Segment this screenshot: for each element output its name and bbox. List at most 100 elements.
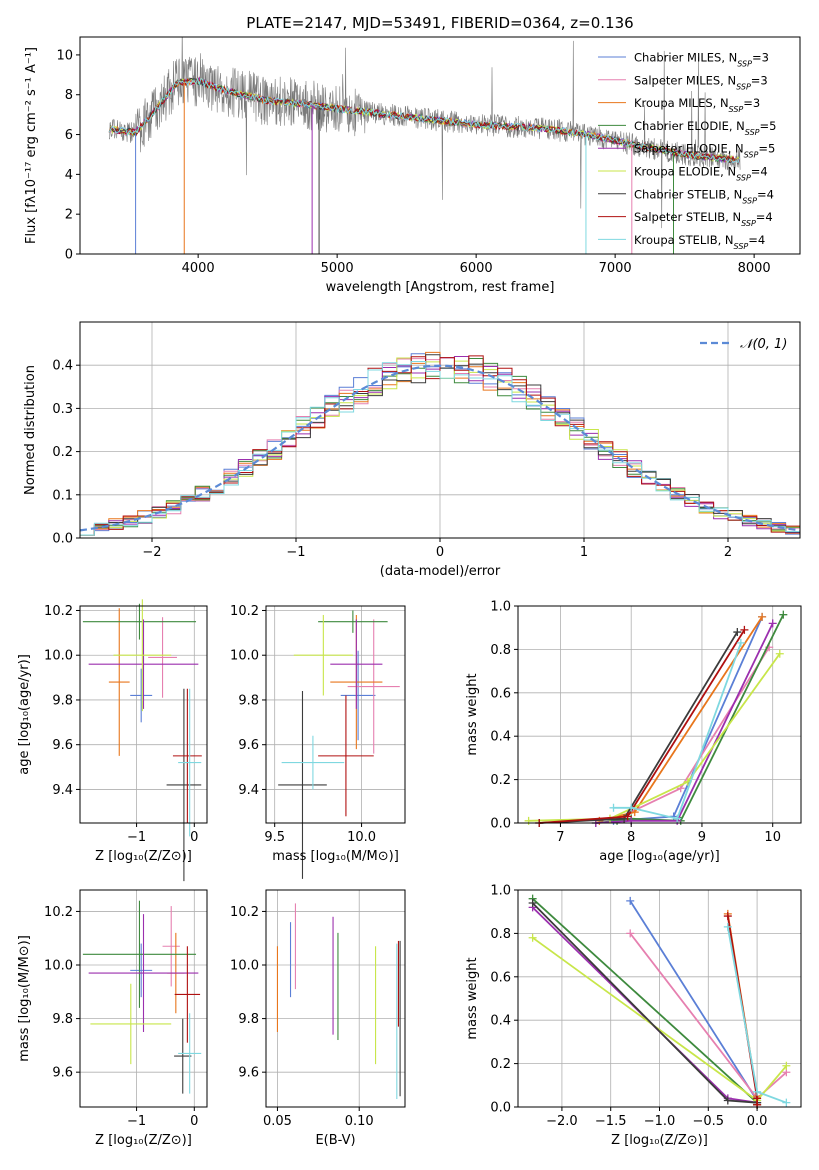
x-tick-label: −0.5 bbox=[693, 1114, 725, 1129]
y-tick-label: 0.2 bbox=[52, 445, 73, 460]
mass_vs_Z-xlabel: Z [log₁₀(Z/Z⊙)] bbox=[95, 1133, 192, 1148]
x-tick-label: 5000 bbox=[321, 261, 354, 276]
mass-weight-point bbox=[779, 610, 788, 619]
mass-weight-point bbox=[775, 649, 784, 658]
x-tick-label: 10 bbox=[764, 830, 781, 845]
x-tick-label: −1 bbox=[127, 1114, 146, 1129]
y-tick-label: 0.8 bbox=[490, 927, 511, 942]
y-tick-label: 0.4 bbox=[490, 730, 511, 745]
x-tick-label: 4000 bbox=[182, 261, 215, 276]
legend-entry: Salpeter ELODIE, NSSP=5 bbox=[634, 142, 775, 160]
y-tick-label: 4 bbox=[65, 168, 73, 183]
mass-weight-point bbox=[623, 812, 632, 821]
y-tick-label: 10.2 bbox=[230, 604, 259, 619]
y-tick-label: 0.4 bbox=[52, 359, 73, 374]
mass-weight-point bbox=[627, 803, 636, 812]
mass-weight-line bbox=[539, 631, 739, 824]
y-tick-label: 10.2 bbox=[230, 905, 259, 920]
x-tick-label: 8 bbox=[627, 830, 635, 845]
x-tick-label: 7000 bbox=[599, 261, 632, 276]
legend-entry: 𝒩(0, 1) bbox=[740, 337, 787, 352]
mass_vs_Z-ylabel: mass [log₁₀(M/M⊙)] bbox=[17, 935, 32, 1062]
x-tick-label: 10.0 bbox=[347, 830, 376, 845]
y-tick-label: 9.6 bbox=[52, 738, 73, 753]
y-tick-label: 0 bbox=[65, 248, 73, 263]
y-tick-label: 9.8 bbox=[52, 693, 73, 708]
spectrum-frame bbox=[79, 36, 801, 255]
residuals-ylabel: Normed distribution bbox=[23, 365, 38, 495]
figure-title: PLATE=2147, MJD=53491, FIBERID=0364, z=0… bbox=[246, 14, 633, 32]
mass-weight-line bbox=[613, 642, 742, 820]
y-tick-label: 0.0 bbox=[490, 817, 511, 832]
histogram-series bbox=[80, 361, 800, 536]
x-tick-label: −2 bbox=[142, 545, 161, 560]
mass-weight-line bbox=[531, 898, 758, 1105]
x-tick-label: 0.10 bbox=[345, 1114, 374, 1129]
spectrum-ylabel: Flux [fλ10⁻¹⁷ erg cm⁻² s⁻¹ A⁻¹] bbox=[24, 47, 39, 244]
x-tick-label: 8000 bbox=[738, 261, 771, 276]
y-tick-label: 10.0 bbox=[44, 649, 73, 664]
mass-weight-point bbox=[768, 619, 777, 628]
mw_vs_Z-axes bbox=[518, 889, 801, 1108]
spectrum-model-line bbox=[108, 76, 741, 164]
legend-entry: Kroupa MILES, NSSP=3 bbox=[634, 96, 760, 114]
x-tick-label: −1.5 bbox=[595, 1114, 627, 1129]
y-tick-label: 6 bbox=[65, 128, 73, 143]
age_vs_Z-ylabel: age [log₁₀(age/yr)] bbox=[17, 654, 32, 775]
y-tick-label: 10.0 bbox=[230, 959, 259, 974]
mass-weight-point bbox=[609, 803, 618, 812]
residuals-xlabel: (data-model)/error bbox=[380, 564, 501, 579]
x-tick-label: 6000 bbox=[460, 261, 493, 276]
x-tick-label: −1 bbox=[286, 545, 305, 560]
x-tick-label: 2 bbox=[724, 545, 732, 560]
mass-weight-point bbox=[782, 1098, 791, 1107]
y-tick-label: 1.0 bbox=[490, 600, 511, 615]
y-tick-label: 0.2 bbox=[490, 773, 511, 788]
y-tick-label: 0.1 bbox=[52, 488, 73, 503]
mass-weight-point bbox=[723, 1096, 732, 1105]
mass_vs_ebv-frame bbox=[265, 889, 406, 1108]
mass-weight-point bbox=[753, 1087, 762, 1096]
mw_vs_age-xlabel: age [log₁₀(age/yr)] bbox=[599, 849, 720, 864]
mass-weight-point bbox=[528, 899, 537, 908]
y-tick-label: 0.6 bbox=[490, 686, 511, 701]
y-tick-label: 0.3 bbox=[52, 402, 73, 417]
y-tick-label: 10.2 bbox=[44, 905, 73, 920]
x-tick-label: −1.0 bbox=[644, 1114, 676, 1129]
mass-weight-point bbox=[528, 933, 537, 942]
mass-weight-point bbox=[673, 814, 682, 823]
mw_vs_Z-ylabel: mass weight bbox=[465, 957, 480, 1039]
legend-entry: Chabrier STELIB, NSSP=4 bbox=[634, 187, 774, 205]
mw_vs_Z-xlabel: Z [log₁₀(Z/Z⊙)] bbox=[611, 1133, 708, 1148]
mass-weight-point bbox=[524, 816, 533, 825]
y-tick-label: 9.4 bbox=[238, 783, 259, 798]
mass-weight-line bbox=[528, 653, 781, 822]
mass-weight-point bbox=[758, 612, 767, 621]
x-tick-label: 0 bbox=[190, 1114, 198, 1129]
y-tick-label: 0.6 bbox=[490, 970, 511, 985]
mass-weight-point bbox=[626, 929, 635, 938]
y-tick-label: 0.4 bbox=[490, 1014, 511, 1029]
y-tick-label: 9.8 bbox=[238, 693, 259, 708]
age_vs_Z-xlabel: Z [log₁₀(Z/Z⊙)] bbox=[95, 849, 192, 864]
mass_vs_ebv-axes bbox=[266, 890, 405, 1107]
mass-weight-point bbox=[733, 628, 742, 637]
mass-weight-point bbox=[626, 896, 635, 905]
y-tick-label: 10.0 bbox=[44, 959, 73, 974]
mass-weight-point bbox=[782, 1061, 791, 1070]
mass_vs_Z-frame bbox=[79, 889, 208, 1108]
y-tick-label: 0.0 bbox=[52, 532, 73, 547]
y-tick-label: 0.2 bbox=[490, 1057, 511, 1072]
y-tick-label: 0.0 bbox=[490, 1101, 511, 1116]
mw_vs_age-axes bbox=[518, 605, 801, 824]
x-tick-label: 9.5 bbox=[264, 830, 285, 845]
x-tick-label: 9 bbox=[698, 830, 706, 845]
legend-entry: Chabrier ELODIE, NSSP=5 bbox=[634, 119, 776, 137]
y-tick-label: 0.8 bbox=[490, 643, 511, 658]
age_vs_mass-xlabel: mass [log₁₀(M/M⊙)] bbox=[272, 849, 399, 864]
mass-weight-point bbox=[736, 638, 745, 647]
legend-entry: Kroupa ELODIE, NSSP=4 bbox=[634, 165, 768, 183]
y-tick-label: 9.6 bbox=[238, 738, 259, 753]
mass_vs_ebv-xlabel: E(B-V) bbox=[315, 1133, 355, 1148]
x-tick-label: 0 bbox=[436, 545, 444, 560]
